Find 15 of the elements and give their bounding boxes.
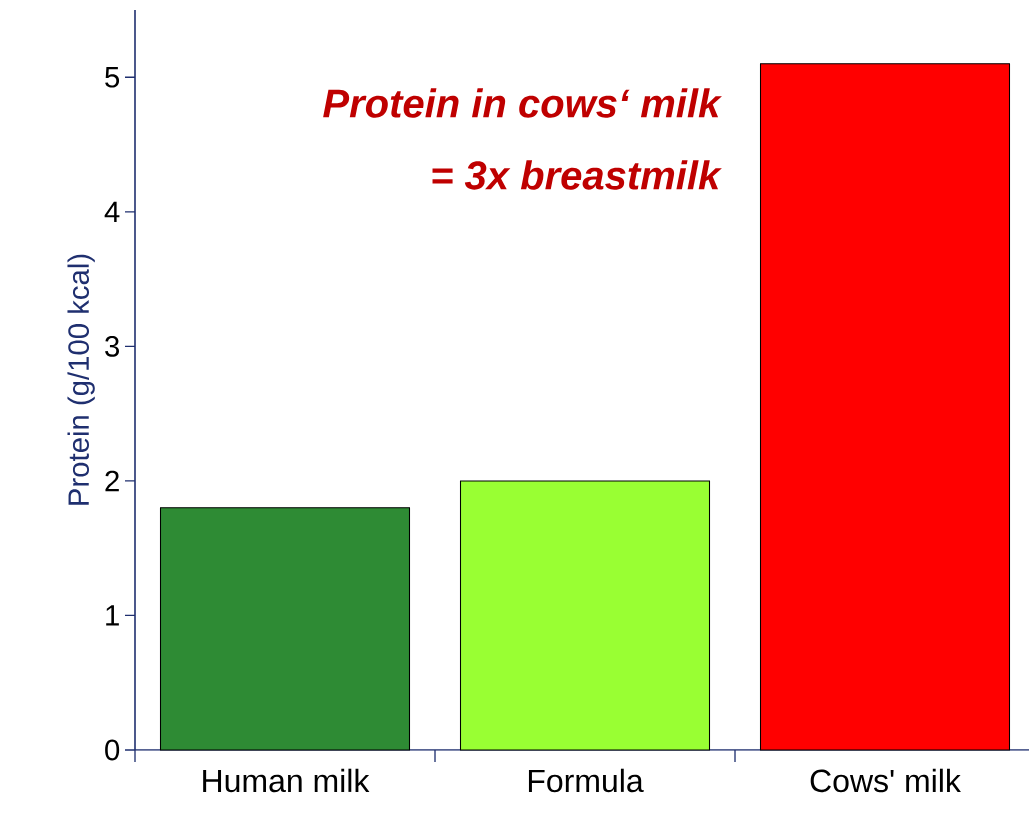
y-tick-label: 0 [105,739,120,761]
bar [759,63,1011,751]
y-axis-title: Protein (g/100 kcal) [67,254,95,505]
bar [159,507,411,751]
y-tick-label: 4 [104,201,120,222]
bar [459,480,711,751]
x-tick-label: Formula [528,768,644,793]
y-tick-label: 2 [105,470,119,492]
x-tick-label: Cows' milk [810,768,961,793]
y-tick-label: 3 [105,335,120,357]
annotation: Protein in cows‘ milk [323,88,722,118]
x-tick-label: Human milk [203,768,370,793]
y-tick-label: 1 [106,605,119,626]
y-tick-label: 5 [105,67,120,88]
annotation: = 3x breastmilk [432,160,722,190]
